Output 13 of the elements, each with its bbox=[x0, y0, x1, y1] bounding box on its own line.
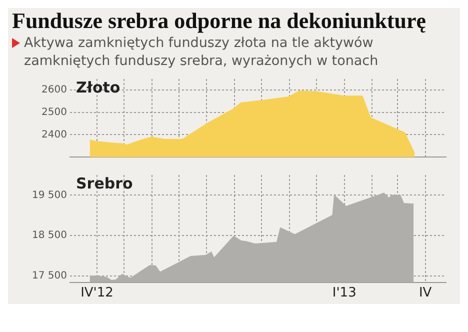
y-tick-label: 18 500 bbox=[32, 230, 67, 242]
text: Srebro bbox=[76, 174, 133, 192]
chart-title: Fundusze srebra odporne na dekoniunkturę bbox=[11, 8, 428, 34]
x-tick-label: IV bbox=[418, 286, 432, 301]
x-tick-label: I'13 bbox=[332, 286, 356, 301]
text: Złoto bbox=[76, 78, 120, 96]
y-tick-label: 2500 bbox=[42, 107, 67, 118]
chart-subtitle: Aktywa zamkniętych funduszy złota na tle aktywów zamkniętych funduszy srebra, wyrażonych w tonach bbox=[24, 34, 380, 70]
y-tick-label: 2600 bbox=[42, 84, 67, 96]
y-tick-label: 19 500 bbox=[32, 190, 67, 201]
x-tick-label: IV'12 bbox=[80, 286, 114, 301]
y-tick-label: 17 500 bbox=[32, 270, 67, 282]
y-tick-label: 2400 bbox=[42, 129, 67, 140]
